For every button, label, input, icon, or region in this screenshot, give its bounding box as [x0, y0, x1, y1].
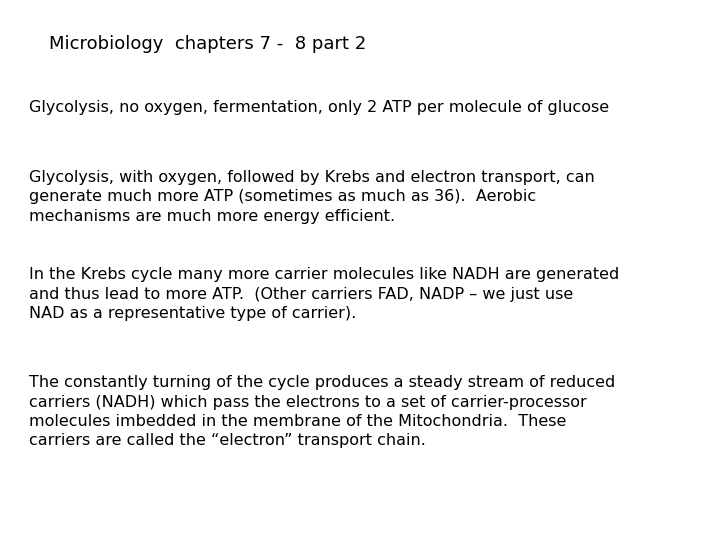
Text: The constantly turning of the cycle produces a steady stream of reduced
carriers: The constantly turning of the cycle prod… — [29, 375, 615, 448]
Text: In the Krebs cycle many more carrier molecules like NADH are generated
and thus : In the Krebs cycle many more carrier mol… — [29, 267, 619, 321]
Text: Glycolysis, with oxygen, followed by Krebs and electron transport, can
generate : Glycolysis, with oxygen, followed by Kre… — [29, 170, 595, 224]
Text: Microbiology  chapters 7 -  8 part 2: Microbiology chapters 7 - 8 part 2 — [49, 35, 366, 53]
Text: Glycolysis, no oxygen, fermentation, only 2 ATP per molecule of glucose: Glycolysis, no oxygen, fermentation, onl… — [29, 100, 609, 115]
